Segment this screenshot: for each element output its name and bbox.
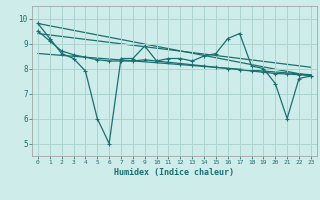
X-axis label: Humidex (Indice chaleur): Humidex (Indice chaleur) xyxy=(115,168,234,177)
